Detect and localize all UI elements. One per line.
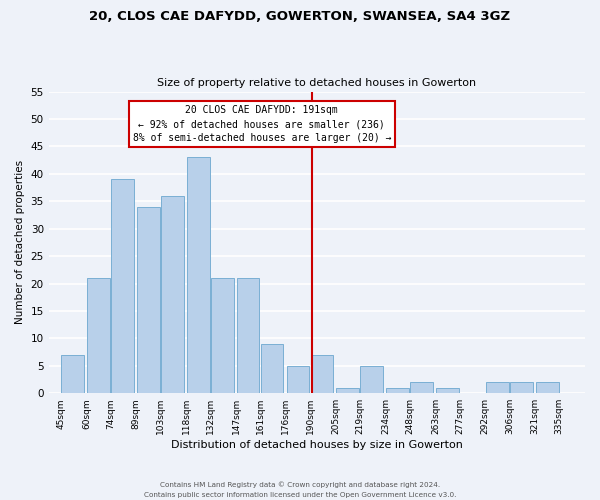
Bar — [311, 355, 334, 393]
Bar — [111, 180, 134, 393]
X-axis label: Distribution of detached houses by size in Gowerton: Distribution of detached houses by size … — [171, 440, 463, 450]
Bar — [287, 366, 309, 393]
Bar — [386, 388, 409, 393]
Bar — [211, 278, 233, 393]
Bar — [410, 382, 433, 393]
Text: 20 CLOS CAE DAFYDD: 191sqm
← 92% of detached houses are smaller (236)
8% of semi: 20 CLOS CAE DAFYDD: 191sqm ← 92% of deta… — [133, 106, 391, 144]
Bar — [237, 278, 259, 393]
Bar — [486, 382, 509, 393]
Text: Contains public sector information licensed under the Open Government Licence v3: Contains public sector information licen… — [144, 492, 456, 498]
Text: 20, CLOS CAE DAFYDD, GOWERTON, SWANSEA, SA4 3GZ: 20, CLOS CAE DAFYDD, GOWERTON, SWANSEA, … — [89, 10, 511, 23]
Bar — [261, 344, 283, 393]
Bar — [337, 388, 359, 393]
Y-axis label: Number of detached properties: Number of detached properties — [15, 160, 25, 324]
Bar — [161, 196, 184, 393]
Bar — [536, 382, 559, 393]
Bar — [137, 206, 160, 393]
Bar — [61, 355, 84, 393]
Bar — [87, 278, 110, 393]
Title: Size of property relative to detached houses in Gowerton: Size of property relative to detached ho… — [157, 78, 476, 88]
Bar — [510, 382, 533, 393]
Bar — [436, 388, 459, 393]
Bar — [187, 158, 209, 393]
Bar — [361, 366, 383, 393]
Text: Contains HM Land Registry data © Crown copyright and database right 2024.: Contains HM Land Registry data © Crown c… — [160, 481, 440, 488]
